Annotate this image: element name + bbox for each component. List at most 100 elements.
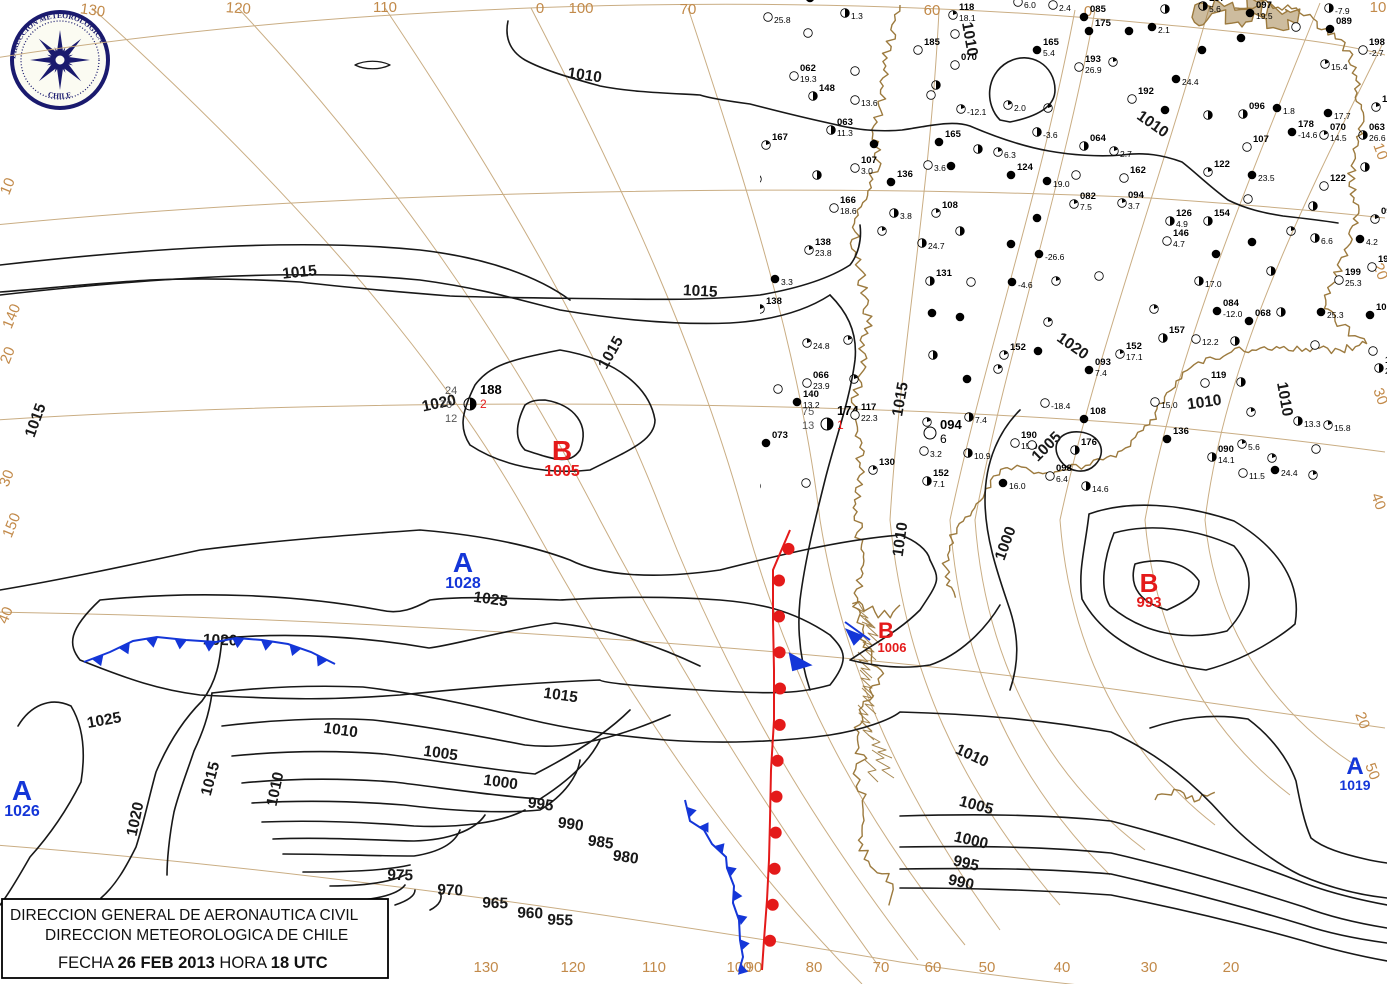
svg-text:120: 120 xyxy=(560,959,585,976)
svg-text:199: 199 xyxy=(1378,254,1387,265)
svg-text:-2.7: -2.7 xyxy=(1369,48,1384,58)
svg-text:12: 12 xyxy=(445,413,457,425)
svg-text:130: 130 xyxy=(879,457,895,468)
svg-text:136: 136 xyxy=(1173,426,1189,437)
svg-text:6.3: 6.3 xyxy=(1004,150,1016,160)
svg-text:-12.0: -12.0 xyxy=(1223,309,1243,319)
svg-text:-14.6: -14.6 xyxy=(1298,130,1318,140)
svg-text:19.3: 19.3 xyxy=(800,74,817,84)
svg-text:980: 980 xyxy=(612,847,640,867)
svg-text:062: 062 xyxy=(800,63,816,74)
svg-text:064: 064 xyxy=(1090,133,1107,144)
svg-text:146: 146 xyxy=(1173,228,1189,239)
svg-text:6.4: 6.4 xyxy=(1056,474,1068,484)
svg-text:1: 1 xyxy=(837,418,844,432)
svg-text:4.2: 4.2 xyxy=(1366,237,1378,247)
svg-text:152: 152 xyxy=(1010,342,1026,353)
svg-text:7.4: 7.4 xyxy=(1095,368,1107,378)
svg-text:138: 138 xyxy=(766,296,782,307)
svg-text:165: 165 xyxy=(1043,37,1060,48)
svg-text:7.1: 7.1 xyxy=(933,479,945,489)
svg-text:094: 094 xyxy=(1128,190,1145,201)
svg-text:14.1: 14.1 xyxy=(1218,455,1235,465)
svg-text:25.8: 25.8 xyxy=(774,15,791,25)
svg-text:11.5: 11.5 xyxy=(1249,471,1265,481)
svg-text:17.7: 17.7 xyxy=(1334,111,1351,121)
svg-text:1.8: 1.8 xyxy=(1283,106,1295,116)
svg-text:7.5: 7.5 xyxy=(1080,202,1092,212)
svg-text:090: 090 xyxy=(1218,444,1234,455)
svg-text:198: 198 xyxy=(1369,37,1385,48)
svg-text:126: 126 xyxy=(1176,208,1192,219)
svg-text:13.2: 13.2 xyxy=(803,400,820,410)
svg-text:-12.1: -12.1 xyxy=(967,107,987,117)
svg-text:063: 063 xyxy=(837,117,853,128)
svg-text:3.3: 3.3 xyxy=(781,277,793,287)
svg-text:2.4: 2.4 xyxy=(1059,3,1071,13)
svg-text:70: 70 xyxy=(680,1,697,18)
svg-text:131: 131 xyxy=(936,268,953,279)
svg-text:097: 097 xyxy=(1256,0,1272,11)
svg-text:148: 148 xyxy=(819,83,835,94)
svg-text:0: 0 xyxy=(536,0,544,17)
svg-text:1026: 1026 xyxy=(4,803,40,820)
svg-text:136: 136 xyxy=(897,169,913,180)
svg-text:5.6: 5.6 xyxy=(1209,4,1221,14)
svg-text:965: 965 xyxy=(482,895,509,913)
svg-text:152: 152 xyxy=(933,468,949,479)
svg-text:17.1: 17.1 xyxy=(1126,352,1143,362)
svg-text:975: 975 xyxy=(387,867,414,885)
svg-text:70: 70 xyxy=(873,959,890,976)
svg-text:2.7: 2.7 xyxy=(1120,149,1132,159)
svg-text:CHILE: CHILE xyxy=(47,90,72,101)
svg-text:25.3: 25.3 xyxy=(1345,278,1362,288)
svg-text:166: 166 xyxy=(840,195,856,206)
svg-text:19.0: 19.0 xyxy=(1053,179,1070,189)
svg-text:960: 960 xyxy=(517,905,543,923)
svg-text:22.3: 22.3 xyxy=(861,413,878,423)
svg-text:120: 120 xyxy=(225,0,251,18)
svg-text:1005: 1005 xyxy=(544,463,580,480)
svg-text:130: 130 xyxy=(473,959,498,976)
svg-text:17.0: 17.0 xyxy=(1205,279,1222,289)
svg-text:7.4: 7.4 xyxy=(975,415,987,425)
svg-text:122: 122 xyxy=(1330,173,1346,184)
svg-text:5.6: 5.6 xyxy=(1248,442,1260,452)
svg-text:FECHA 26 FEB 2013 HORA 18 UTC: FECHA 26 FEB 2013 HORA 18 UTC xyxy=(58,954,328,972)
svg-text:A: A xyxy=(12,775,32,806)
svg-text:60: 60 xyxy=(924,2,941,19)
svg-text:24.4: 24.4 xyxy=(1182,77,1199,87)
svg-text:26.9: 26.9 xyxy=(1085,65,1102,75)
svg-text:6.6: 6.6 xyxy=(1321,236,1333,246)
svg-text:24: 24 xyxy=(445,385,457,397)
svg-text:175: 175 xyxy=(1095,18,1112,29)
svg-text:24.4: 24.4 xyxy=(1281,468,1298,478)
svg-text:A: A xyxy=(453,547,473,578)
svg-text:-7.9: -7.9 xyxy=(1335,6,1350,16)
svg-text:108: 108 xyxy=(1376,302,1387,313)
svg-text:13.3: 13.3 xyxy=(1304,419,1321,429)
svg-text:995: 995 xyxy=(527,794,555,814)
svg-text:23.5: 23.5 xyxy=(1258,173,1275,183)
svg-text:190: 190 xyxy=(1021,430,1037,441)
svg-text:2.0: 2.0 xyxy=(1014,103,1026,113)
svg-text:193: 193 xyxy=(1085,54,1101,65)
svg-text:985: 985 xyxy=(587,832,615,852)
svg-text:122: 122 xyxy=(1214,159,1230,170)
svg-text:119: 119 xyxy=(1211,370,1226,381)
svg-text:199: 199 xyxy=(1345,267,1361,278)
svg-text:117: 117 xyxy=(861,402,876,413)
svg-text:124: 124 xyxy=(1017,162,1034,173)
svg-text:20: 20 xyxy=(1223,959,1240,976)
svg-text:80: 80 xyxy=(806,959,823,976)
svg-text:138: 138 xyxy=(815,237,831,248)
svg-text:3.0: 3.0 xyxy=(861,166,873,176)
svg-text:107: 107 xyxy=(1253,134,1269,145)
svg-text:4.7: 4.7 xyxy=(1173,239,1185,249)
svg-text:165: 165 xyxy=(945,129,962,140)
svg-text:23.8: 23.8 xyxy=(815,248,832,258)
svg-text:5.4: 5.4 xyxy=(1043,48,1055,58)
svg-text:1.3: 1.3 xyxy=(851,11,863,21)
svg-text:6: 6 xyxy=(940,432,947,446)
svg-text:089: 089 xyxy=(1336,16,1352,27)
